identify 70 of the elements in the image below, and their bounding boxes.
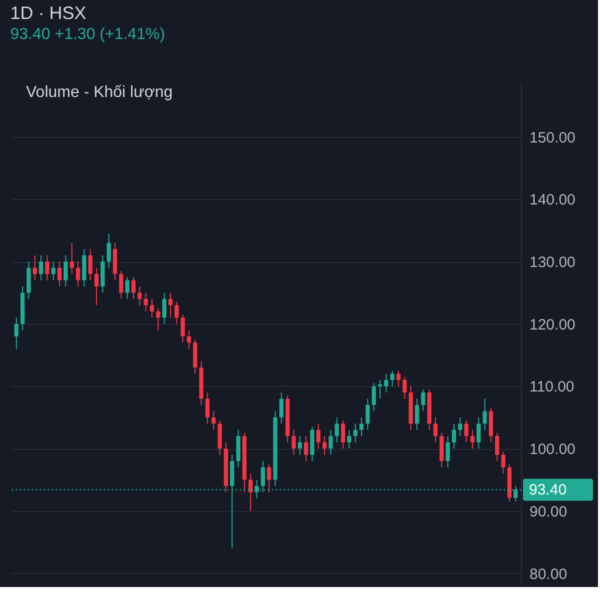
- y-tick-label: 130.00: [530, 254, 576, 272]
- candlestick: [94, 267, 99, 306]
- candlestick: [353, 423, 358, 443]
- y-tick-label: 120.00: [530, 316, 576, 334]
- candlestick: [334, 416, 339, 443]
- candlestick: [45, 254, 50, 281]
- chart-title: 1D · HSX: [10, 3, 86, 23]
- ref-line-label: 93.40: [529, 482, 567, 499]
- candlestick: [267, 464, 272, 493]
- candlestick: [340, 420, 346, 450]
- candlestick: [180, 314, 185, 344]
- candlestick: [298, 436, 302, 456]
- candlestick: [88, 248, 92, 281]
- candlestick: [470, 429, 475, 450]
- candlestick: [162, 292, 166, 324]
- y-tick-label: 140.00: [530, 192, 576, 209]
- candlestick: [64, 254, 68, 287]
- y-tick-label: 110.00: [530, 378, 574, 396]
- annotation: Volume - Khối lượng: [26, 84, 173, 101]
- candlestick: [384, 373, 388, 393]
- candlestick: [150, 298, 154, 318]
- candlestick: [156, 308, 160, 331]
- candlestick: [476, 416, 481, 450]
- candlestick: [205, 392, 210, 424]
- candlestick: [279, 392, 284, 424]
- candlestick: [366, 398, 370, 430]
- candlestick: [316, 423, 320, 450]
- candlestick: [168, 292, 173, 318]
- y-tick-label: 150.00: [530, 129, 576, 146]
- candlestick: [248, 473, 253, 512]
- candlestick: [482, 398, 487, 430]
- candlestick: [138, 286, 142, 306]
- candlestick: [32, 254, 37, 281]
- candlestick: [76, 261, 80, 287]
- candlestick: [446, 436, 450, 468]
- candlestick: [433, 416, 438, 443]
- candlestick: [390, 370, 394, 387]
- candlestick: [495, 432, 500, 462]
- candlestick: [458, 416, 462, 437]
- candlestick: [328, 429, 333, 456]
- candlestick: [125, 276, 130, 300]
- candlestick: [119, 270, 124, 300]
- y-tick-label: 80.00: [530, 566, 568, 583]
- candlestick: [421, 388, 426, 412]
- candlestick: [174, 302, 179, 324]
- candlestick: [70, 242, 74, 275]
- candlestick: [212, 410, 216, 430]
- candlestick: [186, 330, 192, 350]
- y-tick-label: 100.00: [530, 441, 576, 458]
- chart-subtitle: 93.40 +1.30 (+1.41%): [10, 26, 166, 43]
- candlestick: [452, 423, 456, 450]
- candlestick: [347, 429, 352, 450]
- candlestick: [322, 436, 327, 456]
- candlestick: [304, 436, 308, 462]
- candlestick: [106, 232, 111, 268]
- candlestick: [57, 261, 62, 287]
- y-tick-label: 90.00: [530, 503, 568, 520]
- candlestick: [396, 370, 401, 387]
- candlestick: [292, 429, 296, 456]
- candlestick: [51, 261, 56, 281]
- candlestick: [14, 317, 18, 350]
- candlestick: [359, 416, 364, 437]
- candlestick: [402, 376, 407, 400]
- candlestick: [372, 382, 376, 412]
- candlestick: [144, 292, 148, 312]
- candlestick: [464, 420, 468, 443]
- candlestick: [414, 398, 420, 430]
- candlestick: [38, 254, 44, 281]
- candlestick: [131, 276, 136, 300]
- candlestick: [501, 451, 506, 474]
